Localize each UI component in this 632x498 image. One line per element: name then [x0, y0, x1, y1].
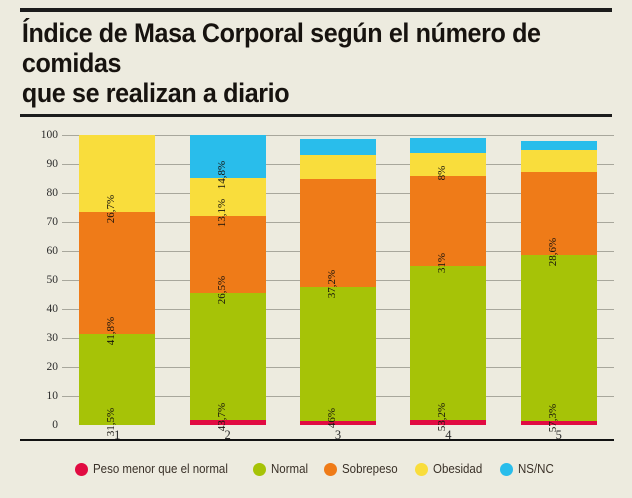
- y-tick-label: 40: [46, 303, 59, 315]
- x-tick-label: 2: [224, 428, 231, 442]
- bar-segment[interactable]: [520, 420, 597, 425]
- legend-label: NS/NC: [517, 462, 554, 476]
- x-axis: 1 2 3 4 5: [62, 428, 614, 450]
- circle-marker-icon: [75, 462, 89, 476]
- legend-label: Obesidad: [433, 462, 483, 476]
- y-tick-label: 0: [52, 419, 58, 431]
- bar-value-label: 8%: [436, 165, 449, 181]
- bar-value-label: 41,8%: [105, 316, 118, 345]
- x-tick-label: 1: [114, 428, 121, 442]
- bar-column[interactable]: 46% 37,2%: [300, 135, 376, 428]
- y-tick-label: 50: [46, 274, 59, 286]
- title-block: Índice de Masa Corporal según el número …: [20, 8, 612, 117]
- bar-segment[interactable]: [410, 137, 487, 154]
- bar-segment[interactable]: 43,7%: [189, 292, 266, 431]
- y-tick-label: 70: [46, 216, 59, 228]
- bar-segment[interactable]: 26,5%: [189, 215, 266, 304]
- bar-value-label: 46%: [326, 407, 338, 428]
- bar-segment[interactable]: 8%: [410, 153, 487, 181]
- bar-value-label: 14,8%: [215, 160, 228, 190]
- bar-value-label: 43,7%: [215, 402, 228, 431]
- bar-segment[interactable]: 46%: [300, 287, 376, 428]
- bar-segment[interactable]: [520, 140, 597, 151]
- bar-stack: 31,5% 41,8% 26,7%: [79, 135, 156, 436]
- bar-value-label: 28,6%: [546, 237, 559, 266]
- circle-marker-icon: [252, 462, 266, 476]
- bar-segment[interactable]: 14,8%: [189, 135, 266, 189]
- legend-item[interactable]: Peso menor que el normal: [75, 462, 240, 476]
- bar-segment[interactable]: 37,2%: [300, 179, 376, 298]
- bar-value-label: 26,5%: [215, 275, 228, 304]
- stacked-bars-layer: 31,5% 41,8% 26,7% 43,7% 26,5% 13,1% 14,8% 46% 37…: [62, 135, 614, 436]
- circle-marker-icon: [324, 462, 337, 476]
- bar-stack: 57,3% 28,6%: [520, 140, 597, 432]
- y-tick-label: 30: [46, 332, 59, 344]
- chart-legend: Peso menor que el normal Normal Sobrepeso O…: [0, 462, 632, 476]
- bar-stack: 53,2% 31% 8%: [410, 137, 487, 432]
- bar-value-label: 26,7%: [105, 195, 118, 224]
- bar-column[interactable]: 31,5% 41,8% 26,7%: [79, 135, 156, 436]
- bar-segment[interactable]: [300, 155, 376, 180]
- legend-item[interactable]: Normal: [252, 462, 311, 476]
- page-title: Índice de Masa Corporal según el número …: [21, 18, 541, 108]
- bar-segment[interactable]: 31,5%: [79, 333, 156, 436]
- bar-stack: 43,7% 26,5% 13,1% 14,8%: [189, 135, 266, 431]
- gridline: [62, 135, 614, 136]
- bar-segment[interactable]: 28,6%: [520, 171, 597, 266]
- bar-segment[interactable]: 13,1%: [189, 177, 266, 227]
- bar-segment[interactable]: 26,7%: [79, 135, 156, 224]
- title-divider-bottom: [20, 114, 612, 117]
- bar-stack: 46% 37,2%: [300, 138, 376, 428]
- bar-column[interactable]: 53,2% 31% 8%: [410, 135, 487, 432]
- legend-item[interactable]: Obesidad: [415, 462, 487, 476]
- bar-value-label: 31%: [436, 253, 449, 274]
- bar-segment[interactable]: 31%: [410, 176, 487, 273]
- x-tick-label: 5: [555, 428, 562, 442]
- y-tick-label: 100: [40, 129, 58, 141]
- bar-segment[interactable]: [300, 420, 376, 425]
- bar-segment[interactable]: [189, 419, 266, 425]
- legend-item[interactable]: Sobrepeso: [324, 462, 402, 476]
- x-axis-baseline: [20, 439, 614, 441]
- circle-marker-icon: [499, 462, 513, 476]
- y-tick-label: 60: [46, 245, 59, 257]
- x-tick-label: 3: [334, 428, 342, 442]
- y-tick-label: 90: [46, 158, 59, 170]
- x-tick-label: 4: [445, 428, 452, 442]
- bar-segment[interactable]: 53,2%: [410, 266, 487, 432]
- legend-label: Sobrepeso: [342, 462, 398, 476]
- bar-column[interactable]: 57,3% 28,6%: [520, 135, 597, 432]
- legend-label: Peso menor que el normal: [93, 462, 228, 476]
- bar-segment[interactable]: [410, 420, 487, 425]
- bar-segment[interactable]: 41,8%: [79, 212, 156, 345]
- chart-plot-wrapper: 100 90 80 70 60 50 40 30 20 10 0 31,5% 41,8% 26,7% 43…: [20, 129, 614, 442]
- y-axis: 100 90 80 70 60 50 40 30 20 10 0: [20, 129, 62, 440]
- y-tick-label: 20: [46, 361, 59, 373]
- title-divider-top: [20, 8, 612, 12]
- y-tick-label: 10: [46, 390, 59, 402]
- bar-segment[interactable]: [300, 138, 376, 156]
- bar-segment[interactable]: [520, 150, 597, 172]
- circle-marker-icon: [415, 462, 429, 476]
- legend-item[interactable]: NS/NC: [499, 462, 557, 476]
- bar-value-label: 37,2%: [326, 270, 338, 299]
- bar-value-label: 13,1%: [215, 198, 228, 228]
- bar-column[interactable]: 43,7% 26,5% 13,1% 14,8%: [189, 135, 266, 431]
- y-tick-label: 80: [46, 187, 59, 199]
- legend-label: Normal: [270, 462, 308, 476]
- bar-segment[interactable]: 57,3%: [520, 254, 597, 432]
